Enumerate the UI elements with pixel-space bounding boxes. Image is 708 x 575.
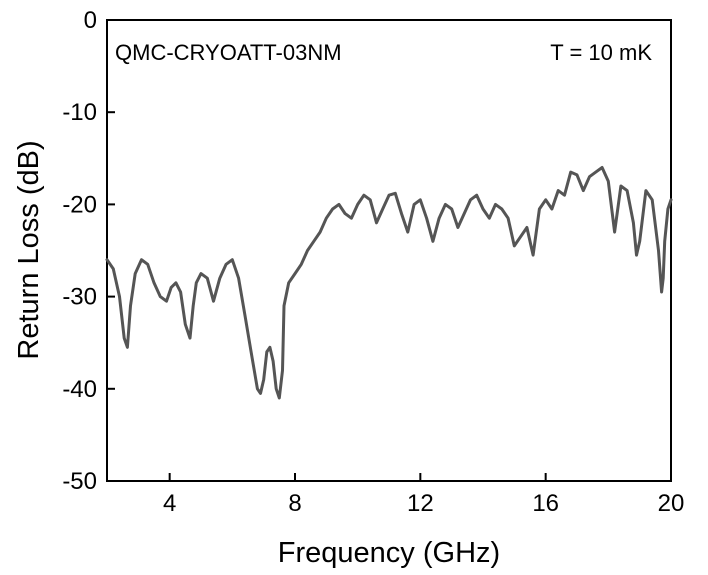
annotation-device-name: QMC-CRYOATT-03NM [115, 40, 342, 65]
plot-frame [106, 19, 672, 482]
y-tick-label: -50 [62, 468, 97, 495]
y-tick-label: -20 [62, 191, 97, 218]
annotation-temperature: T = 10 mK [550, 40, 652, 65]
y-axis-title: Return Loss (dB) [13, 140, 45, 359]
y-tick-label: 0 [84, 7, 97, 34]
x-tick-label: 8 [288, 490, 301, 517]
y-tick-label: -10 [62, 99, 97, 126]
y-tick-label: -30 [62, 284, 97, 311]
return-loss-series-line [105, 166, 673, 400]
axis-ticks [107, 19, 672, 482]
x-tick-label: 4 [163, 490, 176, 517]
x-axis-title: Frequency (GHz) [278, 537, 500, 569]
x-tick-label: 12 [407, 490, 434, 517]
y-tick-label: -40 [62, 376, 97, 403]
axis-tick-labels: 4 8 12 16 20 0 -10 -20 -30 -40 -50 [62, 7, 684, 517]
x-tick-label: 16 [532, 490, 559, 517]
x-tick-label: 20 [658, 490, 685, 517]
